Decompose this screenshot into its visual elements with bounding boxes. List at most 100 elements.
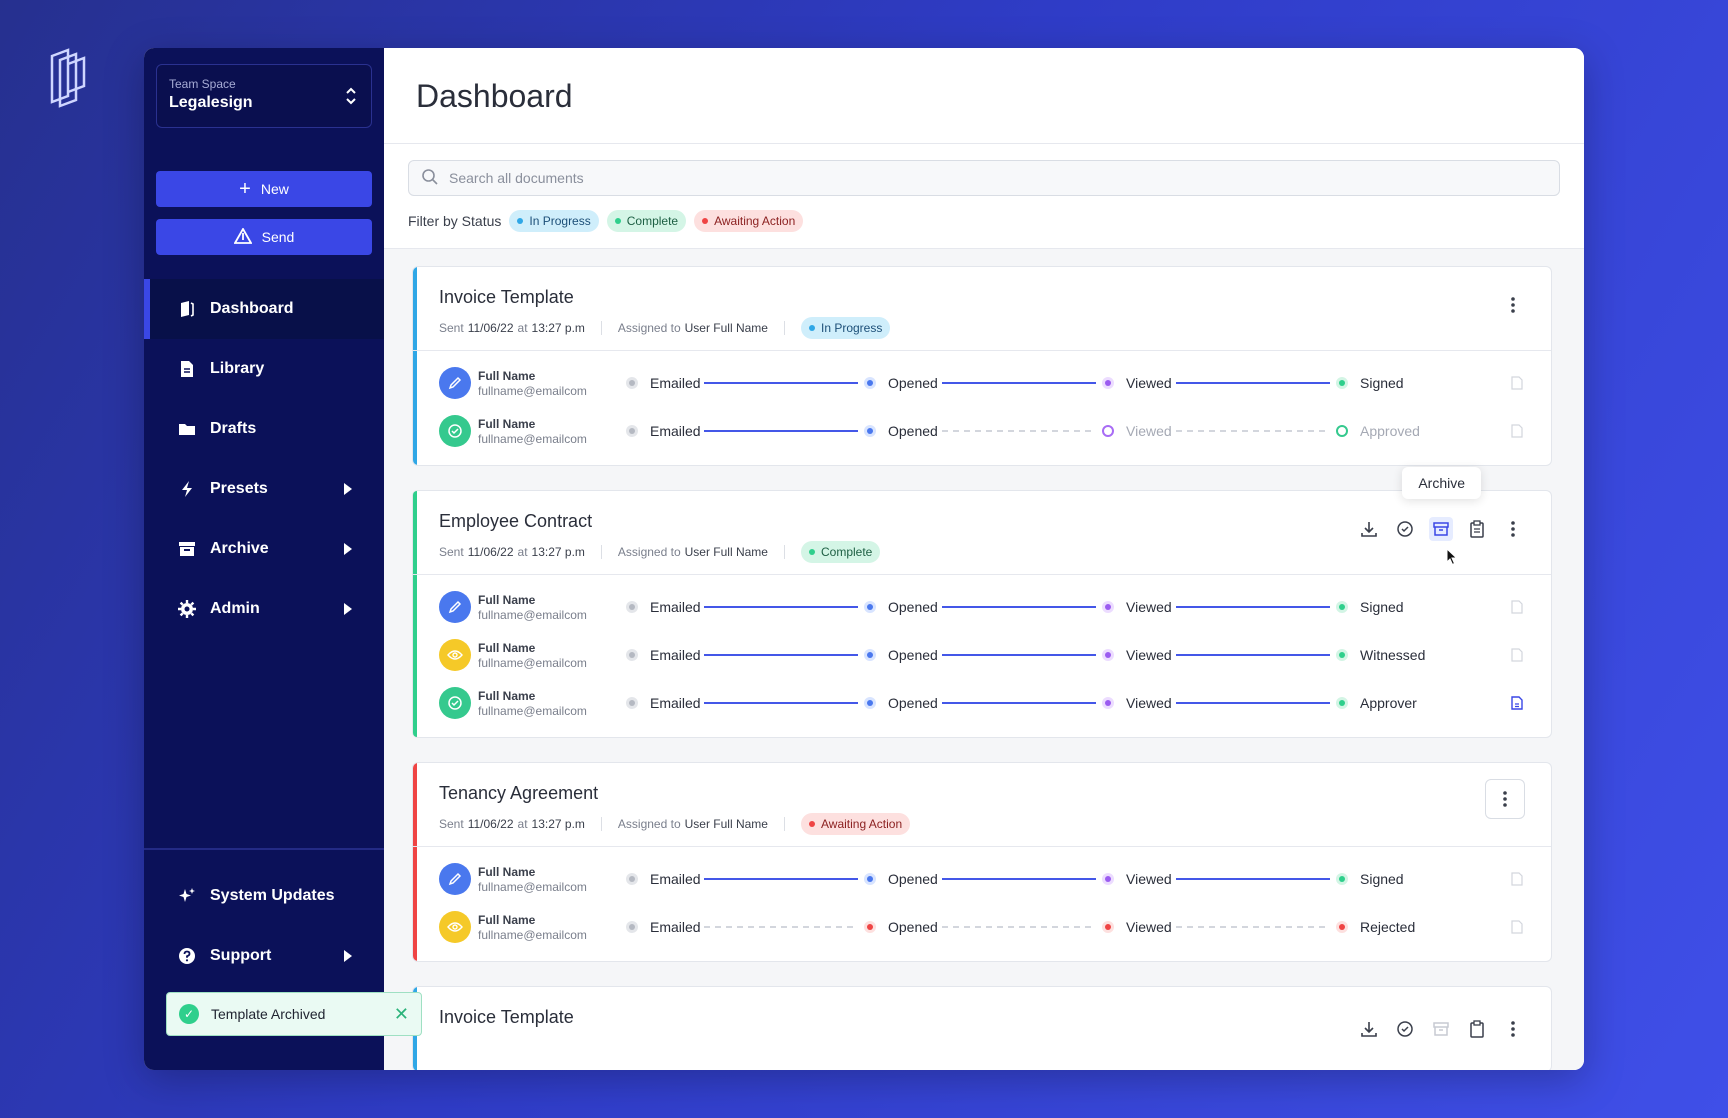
- new-button[interactable]: + New: [156, 171, 372, 207]
- step-emailed: Emailed: [626, 903, 701, 951]
- step-label: Viewed: [1126, 599, 1172, 615]
- close-icon[interactable]: ✕: [393, 1003, 409, 1024]
- document-file-icon[interactable]: [1509, 919, 1525, 935]
- search-filter-area: Search all documents Filter by Status In…: [384, 144, 1584, 249]
- signer-info: Full Name fullname@emailcom: [478, 641, 618, 670]
- sidebar-item-support[interactable]: Support: [144, 926, 384, 986]
- clipboard-button[interactable]: [1465, 1017, 1489, 1041]
- team-space-select[interactable]: Team Space Legalesign: [156, 64, 372, 128]
- step-dot: [1336, 601, 1348, 613]
- document-card[interactable]: Invoice Template Sent 11/06/22 at 13:27 …: [412, 266, 1552, 466]
- sidebar-item-dashboard[interactable]: Dashboard: [144, 279, 384, 339]
- step-opened: Opened: [864, 855, 938, 903]
- filter-pill-complete[interactable]: Complete: [606, 210, 687, 232]
- step-dot: [864, 601, 876, 613]
- step-label: Opened: [888, 647, 938, 663]
- more-options-button[interactable]: [1501, 293, 1525, 317]
- filter-pill-awaiting-action[interactable]: Awaiting Action: [694, 210, 804, 232]
- step-label: Signed: [1360, 375, 1404, 391]
- check-circle-button[interactable]: [1393, 517, 1417, 541]
- main-content: Dashboard Search all documents Filter by…: [384, 48, 1584, 1070]
- download-button[interactable]: [1357, 1017, 1381, 1041]
- sidebar-item-library[interactable]: Library: [144, 339, 384, 399]
- signer-name: Full Name: [478, 912, 536, 927]
- step-rejected: Rejected: [1336, 903, 1415, 951]
- document-card[interactable]: Employee Contract Sent 11/06/22 at 13:27…: [412, 467, 1552, 738]
- step-dot: [1336, 921, 1348, 933]
- document-meta: Sent 11/06/22 at 13:27 p.m Assigned to U…: [439, 813, 1525, 835]
- document-file-icon[interactable]: [1509, 647, 1525, 663]
- progress-line: [704, 654, 858, 656]
- document-file-icon[interactable]: [1509, 375, 1525, 391]
- at-label: at: [517, 321, 528, 335]
- sidebar-item-archive[interactable]: Archive: [144, 519, 384, 579]
- sent-label: Sent: [439, 321, 464, 335]
- step-dot: [864, 697, 876, 709]
- meta-divider: [783, 321, 785, 335]
- eye-icon: [439, 911, 471, 943]
- document-file-icon[interactable]: [1509, 423, 1525, 439]
- document-file-icon[interactable]: [1509, 695, 1525, 711]
- signer-row: Full Name fullname@emailcom Emailed Open…: [439, 903, 1525, 951]
- sidebar-item-system-updates[interactable]: System Updates: [144, 866, 384, 926]
- filter-pill-in-progress[interactable]: In Progress: [509, 210, 599, 232]
- caret-right-icon: [344, 950, 352, 962]
- more-options-button[interactable]: [1485, 779, 1525, 819]
- progress-line: [1176, 606, 1330, 608]
- send-button[interactable]: Send: [156, 219, 372, 255]
- page-title: Dashboard: [416, 78, 573, 114]
- signer-info: Full Name fullname@emailcom: [478, 865, 618, 894]
- sent-date: 11/06/22: [467, 817, 514, 831]
- step-dot: [1336, 425, 1348, 437]
- document-file-icon[interactable]: [1509, 599, 1525, 615]
- signer-email: fullname@emailcom: [478, 879, 587, 894]
- download-button[interactable]: [1357, 517, 1381, 541]
- sidebar-item-presets[interactable]: Presets: [144, 459, 384, 519]
- step-emailed: Emailed: [626, 855, 701, 903]
- progress-line: [1176, 702, 1330, 704]
- signer-row: Full Name fullname@emailcom Emailed Open…: [439, 359, 1525, 407]
- search-placeholder: Search all documents: [449, 170, 584, 186]
- status-dot: [614, 218, 621, 224]
- sent-time: 13:27 p.m: [531, 321, 585, 335]
- card-header: Employee Contract Sent 11/06/22 at 13:27…: [413, 467, 1551, 575]
- progress-line-pending: [704, 926, 858, 928]
- signer-email: fullname@emailcom: [478, 927, 587, 942]
- card-header: Tenancy Agreement Sent 11/06/22 at 13:27…: [413, 763, 1551, 847]
- document-file-icon[interactable]: [1509, 871, 1525, 887]
- at-label: at: [517, 817, 528, 831]
- step-label: Emailed: [650, 919, 701, 935]
- sidebar: Team Space Legalesign + New Send Dashboa…: [144, 48, 384, 1070]
- sidebar-item-drafts[interactable]: Drafts: [144, 399, 384, 459]
- step-dot: [626, 377, 638, 389]
- step-dot: [1336, 649, 1348, 661]
- status-dot: [517, 218, 524, 224]
- progress-line: [1176, 878, 1330, 880]
- step-dot: [1102, 425, 1114, 437]
- sidebar-item-label: System Updates: [210, 887, 335, 904]
- step-viewed: Viewed: [1102, 407, 1172, 455]
- sidebar-item-admin[interactable]: Admin: [144, 579, 384, 639]
- check-circle-button[interactable]: [1393, 1017, 1417, 1041]
- assignee-name: User Full Name: [684, 817, 768, 831]
- archive-button[interactable]: [1429, 517, 1453, 541]
- progress-track: Emailed Opened Viewed Signed: [618, 583, 1525, 631]
- search-input[interactable]: Search all documents: [408, 160, 1560, 196]
- clipboard-button[interactable]: [1465, 517, 1489, 541]
- document-card[interactable]: Invoice Template: [412, 986, 1552, 1070]
- card-actions: [1501, 293, 1525, 317]
- step-label: Emailed: [650, 423, 701, 439]
- signer-info: Full Name fullname@emailcom: [478, 913, 618, 942]
- signer-name: Full Name: [478, 688, 536, 703]
- more-options-button[interactable]: [1501, 1017, 1525, 1041]
- more-options-button[interactable]: [1501, 517, 1525, 541]
- signer-row: Full Name fullname@emailcom Emailed Open…: [439, 583, 1525, 631]
- step-dot: [626, 697, 638, 709]
- signer-rows: Full Name fullname@emailcom Emailed Open…: [413, 847, 1551, 961]
- filter-pill-label: Complete: [626, 214, 679, 228]
- archive-button[interactable]: [1429, 1017, 1453, 1041]
- signer-email: fullname@emailcom: [478, 607, 587, 622]
- sidebar-nav: Dashboard Library Drafts Presets: [144, 279, 384, 639]
- document-card[interactable]: Tenancy Agreement Sent 11/06/22 at 13:27…: [412, 762, 1552, 962]
- progress-track: Emailed Opened Viewed Rejected: [618, 903, 1525, 951]
